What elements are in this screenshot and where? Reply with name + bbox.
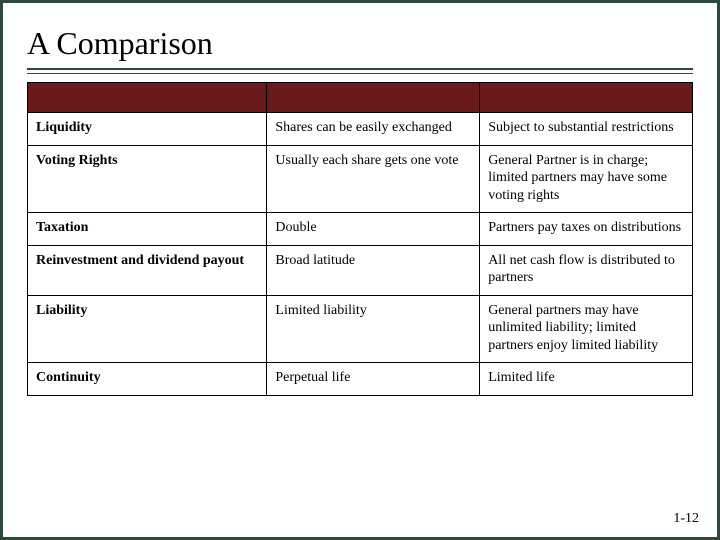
slide-title: A Comparison [27,25,693,68]
row-label: Liability [28,295,267,363]
row-label: Continuity [28,363,267,396]
row-label: Taxation [28,213,267,246]
cell-corporation: Shares can be easily exchanged [267,113,480,146]
cell-partnership: General Partner is in charge; limited pa… [480,145,693,213]
cell-corporation: Double [267,213,480,246]
table-row: Reinvestment and dividend payout Broad l… [28,245,693,295]
cell-partnership: General partners may have unlimited liab… [480,295,693,363]
cell-partnership: Subject to substantial restrictions [480,113,693,146]
header-partnership: Partnership [480,83,693,113]
page-number: 1-12 [673,511,699,527]
slide: A Comparison Corporation Partnership Liq… [0,0,720,540]
cell-partnership: Partners pay taxes on distributions [480,213,693,246]
table-row: Taxation Double Partners pay taxes on di… [28,213,693,246]
title-underline [27,68,693,72]
comparison-table: Corporation Partnership Liquidity Shares… [27,82,693,396]
cell-partnership: Limited life [480,363,693,396]
cell-corporation: Limited liability [267,295,480,363]
table-row: Continuity Perpetual life Limited life [28,363,693,396]
table-row: Liability Limited liability General part… [28,295,693,363]
cell-corporation: Broad latitude [267,245,480,295]
row-label: Reinvestment and dividend payout [28,245,267,295]
header-corporation: Corporation [267,83,480,113]
cell-corporation: Usually each share gets one vote [267,145,480,213]
table-header-row: Corporation Partnership [28,83,693,113]
cell-partnership: All net cash flow is distributed to part… [480,245,693,295]
row-label: Liquidity [28,113,267,146]
header-blank [28,83,267,113]
table-row: Liquidity Shares can be easily exchanged… [28,113,693,146]
row-label: Voting Rights [28,145,267,213]
table-row: Voting Rights Usually each share gets on… [28,145,693,213]
cell-corporation: Perpetual life [267,363,480,396]
